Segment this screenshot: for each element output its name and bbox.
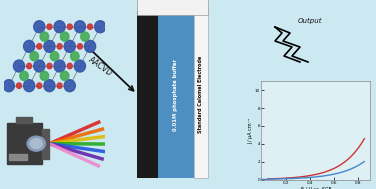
Text: 0.01M phosphate buffer: 0.01M phosphate buffer bbox=[173, 58, 178, 131]
Circle shape bbox=[64, 40, 75, 52]
Circle shape bbox=[44, 40, 55, 52]
Circle shape bbox=[50, 52, 59, 61]
Circle shape bbox=[27, 136, 45, 151]
Circle shape bbox=[47, 63, 52, 69]
Circle shape bbox=[67, 63, 72, 69]
Y-axis label: J / μA cm⁻²: J / μA cm⁻² bbox=[249, 117, 253, 143]
Circle shape bbox=[54, 60, 65, 72]
Circle shape bbox=[77, 44, 82, 49]
Circle shape bbox=[54, 21, 65, 33]
Circle shape bbox=[14, 60, 24, 72]
Bar bbox=[9, 154, 27, 160]
Circle shape bbox=[88, 24, 92, 29]
Circle shape bbox=[61, 32, 69, 41]
Circle shape bbox=[30, 52, 38, 61]
Circle shape bbox=[24, 40, 35, 52]
Circle shape bbox=[30, 139, 42, 149]
Polygon shape bbox=[7, 123, 42, 164]
Circle shape bbox=[34, 60, 45, 72]
Circle shape bbox=[3, 80, 14, 92]
Circle shape bbox=[81, 32, 89, 41]
Text: Output: Output bbox=[298, 18, 323, 24]
Circle shape bbox=[67, 24, 72, 29]
Circle shape bbox=[47, 24, 52, 29]
Polygon shape bbox=[16, 117, 32, 123]
Circle shape bbox=[85, 40, 96, 52]
Circle shape bbox=[74, 21, 85, 33]
Circle shape bbox=[40, 32, 49, 41]
Circle shape bbox=[17, 83, 21, 88]
Circle shape bbox=[95, 21, 106, 33]
Circle shape bbox=[44, 80, 55, 92]
Text: AACVD: AACVD bbox=[86, 56, 114, 78]
Text: Standard Calomel Electrode: Standard Calomel Electrode bbox=[198, 56, 203, 133]
Circle shape bbox=[27, 63, 32, 69]
X-axis label: E / V vs. SCE: E / V vs. SCE bbox=[300, 186, 331, 189]
Circle shape bbox=[37, 83, 42, 88]
Circle shape bbox=[64, 80, 75, 92]
Circle shape bbox=[20, 71, 28, 81]
Circle shape bbox=[71, 52, 79, 61]
Circle shape bbox=[37, 44, 42, 49]
Circle shape bbox=[57, 44, 62, 49]
Text: Potentiostat: Potentiostat bbox=[146, 0, 200, 1]
Circle shape bbox=[34, 21, 45, 33]
Circle shape bbox=[74, 60, 85, 72]
Polygon shape bbox=[42, 129, 50, 159]
Circle shape bbox=[40, 71, 49, 81]
Circle shape bbox=[61, 71, 69, 81]
Circle shape bbox=[24, 80, 35, 92]
Circle shape bbox=[57, 83, 62, 88]
